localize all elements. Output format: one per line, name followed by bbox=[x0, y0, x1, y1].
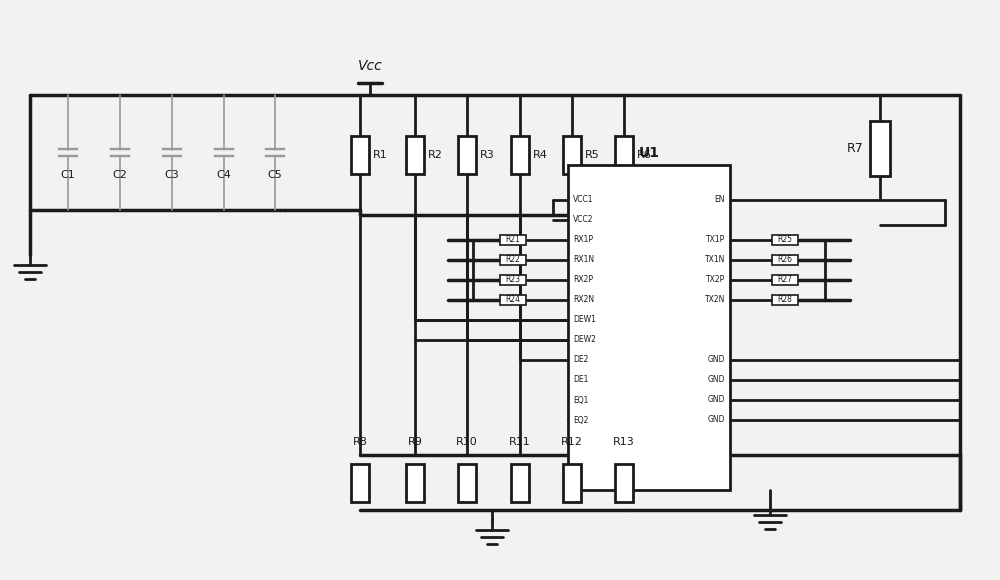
Text: R23: R23 bbox=[506, 276, 520, 285]
Text: R21: R21 bbox=[506, 235, 520, 245]
Text: TX2P: TX2P bbox=[706, 276, 725, 285]
Text: DE1: DE1 bbox=[573, 375, 588, 385]
Text: C3: C3 bbox=[165, 169, 179, 179]
Text: R13: R13 bbox=[613, 437, 635, 447]
Text: DE2: DE2 bbox=[573, 356, 588, 364]
Text: RX2P: RX2P bbox=[573, 276, 593, 285]
Text: R6: R6 bbox=[637, 150, 652, 160]
Text: RX1P: RX1P bbox=[573, 235, 593, 245]
Bar bbox=[500, 295, 526, 305]
Bar bbox=[500, 255, 526, 265]
Text: RX2N: RX2N bbox=[573, 295, 594, 305]
Text: R22: R22 bbox=[506, 256, 520, 264]
Bar bbox=[772, 295, 798, 305]
Bar bbox=[511, 463, 529, 502]
Text: TX2N: TX2N bbox=[705, 295, 725, 305]
Bar bbox=[406, 136, 424, 174]
Text: R5: R5 bbox=[585, 150, 600, 160]
Text: R7: R7 bbox=[847, 142, 863, 154]
Text: R27: R27 bbox=[778, 276, 792, 285]
Text: EQ1: EQ1 bbox=[573, 396, 588, 404]
Text: RX1N: RX1N bbox=[573, 256, 594, 264]
Text: U1: U1 bbox=[639, 146, 660, 160]
Text: DEW2: DEW2 bbox=[573, 335, 596, 345]
Text: GND: GND bbox=[708, 375, 725, 385]
Bar bbox=[406, 463, 424, 502]
Text: TX1N: TX1N bbox=[705, 256, 725, 264]
Text: R12: R12 bbox=[561, 437, 583, 447]
Text: VCC2: VCC2 bbox=[573, 216, 594, 224]
Bar bbox=[458, 463, 476, 502]
Text: R4: R4 bbox=[533, 150, 548, 160]
Text: C5: C5 bbox=[268, 169, 282, 179]
Text: C2: C2 bbox=[113, 169, 127, 179]
Bar bbox=[615, 136, 633, 174]
Bar bbox=[458, 136, 476, 174]
Bar bbox=[563, 463, 581, 502]
Bar bbox=[772, 275, 798, 285]
Text: R2: R2 bbox=[428, 150, 443, 160]
Text: Vcc: Vcc bbox=[358, 59, 382, 73]
Text: C1: C1 bbox=[61, 169, 75, 179]
Bar bbox=[772, 235, 798, 245]
Bar bbox=[351, 463, 369, 502]
Text: TX1P: TX1P bbox=[706, 235, 725, 245]
Text: R11: R11 bbox=[509, 437, 531, 447]
Text: R3: R3 bbox=[480, 150, 495, 160]
Text: DEW1: DEW1 bbox=[573, 316, 596, 324]
Bar bbox=[563, 136, 581, 174]
Text: R10: R10 bbox=[456, 437, 478, 447]
Bar bbox=[772, 255, 798, 265]
Bar bbox=[568, 165, 730, 490]
Text: GND: GND bbox=[708, 356, 725, 364]
Text: R9: R9 bbox=[408, 437, 422, 447]
Bar bbox=[870, 121, 890, 176]
Bar bbox=[351, 136, 369, 174]
Text: GND: GND bbox=[708, 415, 725, 425]
Text: R8: R8 bbox=[353, 437, 367, 447]
Bar bbox=[615, 463, 633, 502]
Text: VCC1: VCC1 bbox=[573, 195, 594, 205]
Bar bbox=[500, 235, 526, 245]
Bar bbox=[500, 275, 526, 285]
Text: R24: R24 bbox=[506, 295, 520, 305]
Text: EN: EN bbox=[714, 195, 725, 205]
Text: R26: R26 bbox=[778, 256, 792, 264]
Text: C4: C4 bbox=[217, 169, 231, 179]
Text: EQ2: EQ2 bbox=[573, 415, 588, 425]
Bar bbox=[511, 136, 529, 174]
Text: R28: R28 bbox=[778, 295, 792, 305]
Text: R1: R1 bbox=[373, 150, 388, 160]
Text: R25: R25 bbox=[778, 235, 792, 245]
Text: GND: GND bbox=[708, 396, 725, 404]
